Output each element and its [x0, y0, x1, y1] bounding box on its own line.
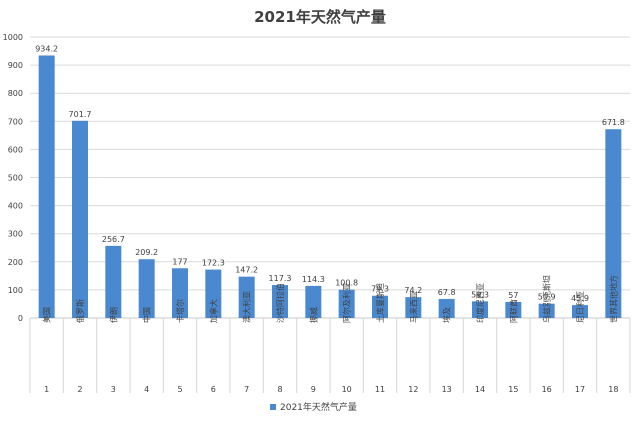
category-label: 挪威: [308, 307, 318, 323]
data-label: 74.2: [404, 286, 422, 295]
bar: [438, 298, 455, 318]
data-label: 100.8: [335, 279, 358, 288]
y-tick-label: 600: [8, 145, 23, 154]
data-label: 79.3: [371, 285, 389, 294]
data-label: 117.3: [269, 274, 292, 283]
y-tick-label: 200: [8, 258, 23, 267]
bar: [505, 301, 522, 318]
index-label: 10: [342, 385, 352, 394]
data-label: 45.9: [571, 294, 589, 303]
y-tick-label: 500: [8, 174, 23, 183]
bar: [405, 297, 422, 318]
category-label: 乌兹别克斯坦: [542, 275, 552, 323]
category-label: 沙特阿拉伯: [275, 283, 285, 323]
bar: [72, 120, 88, 319]
y-tick-label: 700: [8, 117, 23, 126]
data-label: 671.8: [602, 118, 625, 127]
gridlines: [29, 36, 631, 393]
data-label: 256.7: [102, 235, 125, 244]
category-label: 阿联酋: [508, 299, 518, 323]
index-label: 14: [475, 385, 485, 394]
index-labels: 1 2 3 4 5 6 7 8 9 10 11 12 13 14 15 16 17 18: [44, 385, 618, 394]
index-label: 8: [277, 385, 282, 394]
data-label: 934.2: [35, 44, 58, 53]
category-label: 加拿大: [208, 299, 218, 323]
index-label: 6: [211, 385, 216, 394]
legend-label: 2021年天然气产量: [280, 401, 357, 413]
chart-title: 2021年天然气产量: [254, 8, 386, 26]
data-label: 57: [508, 291, 518, 300]
bar: [105, 245, 122, 318]
y-tick-label: 800: [8, 89, 23, 98]
bar: [305, 285, 322, 318]
category-label: 土库曼斯坦: [375, 283, 385, 323]
index-label: 9: [311, 385, 316, 394]
y-axis-ticks: 0 100 200 300 400 500 600 700 800 900 1000: [3, 33, 23, 323]
index-label: 5: [177, 385, 182, 394]
index-label: 2: [77, 385, 82, 394]
category-label: 埃及: [442, 307, 452, 323]
index-label: 15: [508, 385, 518, 394]
category-label: 卡塔尔: [175, 299, 185, 323]
bars: [38, 55, 622, 319]
bar: [205, 269, 222, 318]
bar: [272, 285, 288, 318]
bar: [372, 295, 388, 318]
data-label: 67.8: [438, 288, 456, 297]
category-label: 马来西亚: [409, 291, 418, 323]
index-label: 13: [442, 385, 452, 394]
y-tick-label: 400: [8, 202, 23, 211]
bar: [538, 303, 555, 318]
index-label: 16: [542, 385, 552, 394]
bar: [38, 55, 55, 318]
data-label: 147.2: [235, 266, 258, 275]
category-label: 美国: [42, 307, 52, 323]
index-label: 1: [44, 385, 49, 394]
bar: [572, 305, 588, 318]
legend-swatch: [270, 404, 276, 410]
index-label: 7: [244, 385, 249, 394]
data-label: 209.2: [135, 248, 158, 257]
category-label: 世界其他地方: [608, 275, 618, 323]
data-label: 172.3: [202, 259, 225, 268]
data-labels: 934.2 701.7 256.7 209.2 177 172.3 147.2 117.3 11…: [35, 44, 625, 303]
category-label: 澳大利亚: [242, 291, 252, 323]
category-label: 伊朗: [108, 307, 118, 323]
bar: [172, 268, 188, 318]
y-tick-label: 1000: [3, 33, 23, 42]
data-label: 59.3: [471, 290, 489, 299]
category-labels: 美国 俄罗斯 伊朗 中国 卡塔尔 加拿大 澳大利亚 沙特阿拉伯挪威 阿尔及利亚 土库曼斯坦 马来西亚…: [42, 275, 619, 323]
data-label: 701.7: [69, 110, 92, 119]
bar: [238, 276, 255, 318]
data-label: 177: [172, 257, 187, 266]
index-label: 3: [111, 385, 116, 394]
bar: [338, 289, 355, 318]
index-label: 11: [375, 385, 385, 394]
index-label: 17: [575, 385, 585, 394]
data-label: 50.9: [538, 293, 556, 302]
data-label: 114.3: [302, 275, 325, 284]
category-label: 印度尼西亚: [475, 283, 485, 323]
index-label: 18: [608, 385, 618, 394]
category-label: 尼日利亚: [575, 291, 585, 323]
category-label: 俄罗斯: [75, 299, 85, 323]
legend: 2021年天然气产量: [270, 401, 357, 413]
bar: [605, 129, 622, 318]
y-tick-label: 100: [8, 286, 23, 295]
y-tick-label: 0: [18, 314, 23, 323]
index-label: 12: [408, 385, 418, 394]
bar: [472, 301, 488, 318]
category-label: 中国: [142, 307, 152, 323]
y-tick-label: 300: [8, 230, 23, 239]
index-label: 4: [144, 385, 149, 394]
y-tick-label: 900: [8, 61, 23, 70]
category-label: 阿尔及利亚: [342, 283, 352, 323]
bar: [138, 259, 155, 318]
